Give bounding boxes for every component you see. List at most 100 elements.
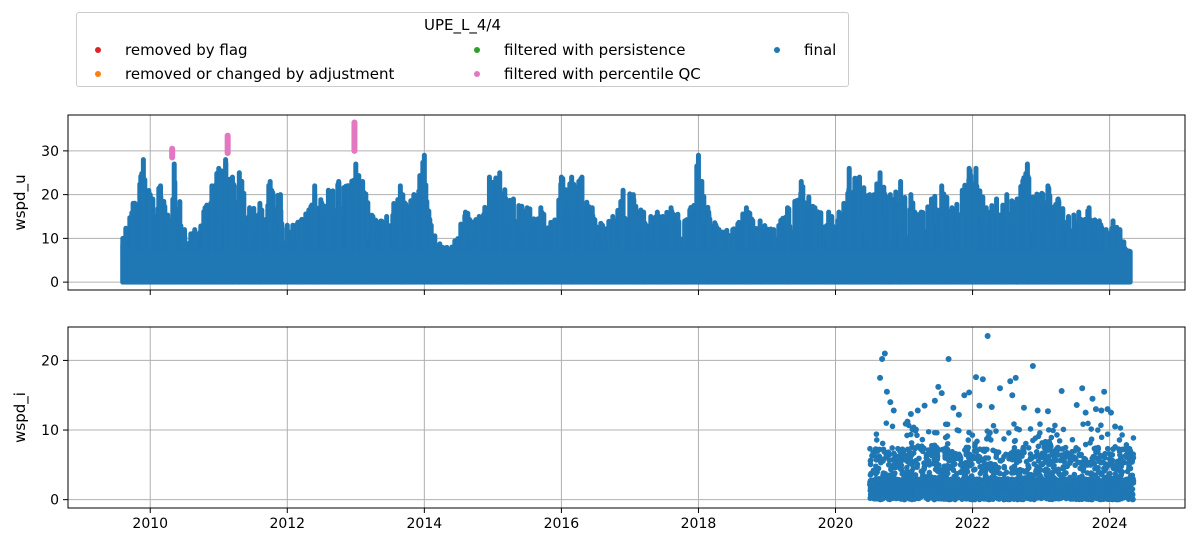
data-point-final (1104, 445, 1111, 452)
data-point-final (1049, 488, 1055, 495)
data-point-final (1090, 485, 1097, 492)
data-point-final (977, 494, 983, 500)
legend-item-removed-or-changed: removed or changed by adjustment (95, 65, 394, 83)
data-point-final (1045, 447, 1052, 453)
data-point-final (972, 466, 978, 473)
data-point-final (979, 376, 986, 383)
x-tick-label: 2020 (818, 516, 854, 532)
data-point-final (1102, 450, 1108, 457)
x-tick-label: 2016 (544, 516, 580, 532)
y-tick-label: 0 (50, 275, 59, 291)
data-point-final (1092, 445, 1099, 451)
data-point-final (878, 459, 884, 466)
data-point-final (1080, 476, 1086, 483)
data-point-final (891, 493, 897, 499)
data-point-final (1054, 467, 1061, 474)
data-point-final (904, 464, 910, 471)
data-point-final (1048, 434, 1055, 441)
data-point-final (1035, 493, 1041, 499)
data-point-final (1028, 485, 1034, 492)
data-point-final (962, 447, 968, 453)
data-point-final (1092, 406, 1099, 413)
data-point-final (867, 472, 874, 478)
data-point-final (1062, 444, 1069, 451)
data-point-final (986, 486, 993, 493)
data-point-final (1109, 457, 1116, 464)
data-point-final (1098, 496, 1104, 503)
data-point-final (960, 461, 966, 468)
data-point-final (913, 493, 920, 500)
data-point-final (1020, 488, 1027, 495)
data-point-final (1050, 427, 1056, 434)
data-point-final (966, 389, 973, 396)
data-point-final (1010, 470, 1017, 476)
data-point-final (891, 450, 897, 457)
data-point-final (977, 463, 983, 470)
data-point-final (978, 481, 985, 487)
data-point-final (1063, 495, 1070, 502)
legend-marker-icon (95, 46, 101, 53)
data-point-final (890, 462, 897, 469)
data-point-final (1063, 478, 1069, 484)
data-point-final (886, 482, 893, 489)
data-point-final (914, 464, 920, 470)
data-point-final (1067, 491, 1074, 497)
data-point-final (993, 454, 999, 460)
data-point-final (914, 432, 920, 439)
data-point-final (914, 407, 921, 414)
data-point-final (1101, 487, 1108, 493)
data-point-final (1025, 471, 1032, 478)
data-point-final (1078, 451, 1085, 458)
data-point-final (909, 444, 915, 451)
data-point-final (1028, 492, 1035, 498)
data-point-final (945, 449, 952, 456)
data-point-final (925, 490, 931, 496)
data-point-final (879, 489, 886, 495)
data-point-final (1069, 486, 1076, 492)
data-point-final (981, 448, 988, 455)
data-point-final (961, 392, 968, 399)
data-point-final (1045, 456, 1052, 463)
data-point-final (938, 489, 945, 496)
data-point-final (921, 460, 927, 466)
data-point-final (1089, 395, 1096, 402)
data-point-final (1058, 452, 1065, 458)
data-point-final (1009, 456, 1016, 463)
data-point-final (966, 429, 972, 436)
data-point-final (1016, 470, 1023, 476)
data-point-final (1104, 431, 1111, 437)
data-point-final (1098, 407, 1105, 414)
data-point-final (1001, 463, 1008, 470)
data-point-final (1039, 476, 1046, 483)
data-point-final (1087, 440, 1093, 446)
data-point-final (1056, 438, 1063, 444)
data-point-final (944, 433, 951, 439)
data-point-final (910, 450, 917, 456)
data-point-final (905, 491, 912, 497)
data-point-final (1082, 409, 1089, 416)
data-point-final (1115, 487, 1121, 493)
data-point-final (1001, 436, 1007, 442)
data-point-final (940, 447, 947, 453)
data-point-final (1011, 421, 1017, 427)
data-point-final (1006, 430, 1012, 436)
data-point-final (873, 437, 880, 443)
data-point-final (1011, 438, 1018, 445)
data-point-final (921, 465, 927, 471)
data-point-final (1122, 493, 1129, 499)
data-point-final (1117, 425, 1124, 431)
data-point-final (1046, 496, 1053, 503)
data-point-final (1006, 478, 1013, 484)
data-point-final (905, 483, 911, 490)
data-point-final (875, 484, 881, 490)
data-point-final (967, 458, 974, 465)
data-point-final (870, 494, 876, 500)
data-point-final (1127, 477, 1133, 484)
data-point-final (1080, 421, 1086, 427)
data-point-final (996, 385, 1003, 392)
data-point-final (993, 487, 1000, 494)
data-point-final (1058, 388, 1065, 395)
data-point-final (931, 397, 938, 404)
data-point-final (933, 485, 940, 491)
data-point-final (1080, 481, 1086, 488)
